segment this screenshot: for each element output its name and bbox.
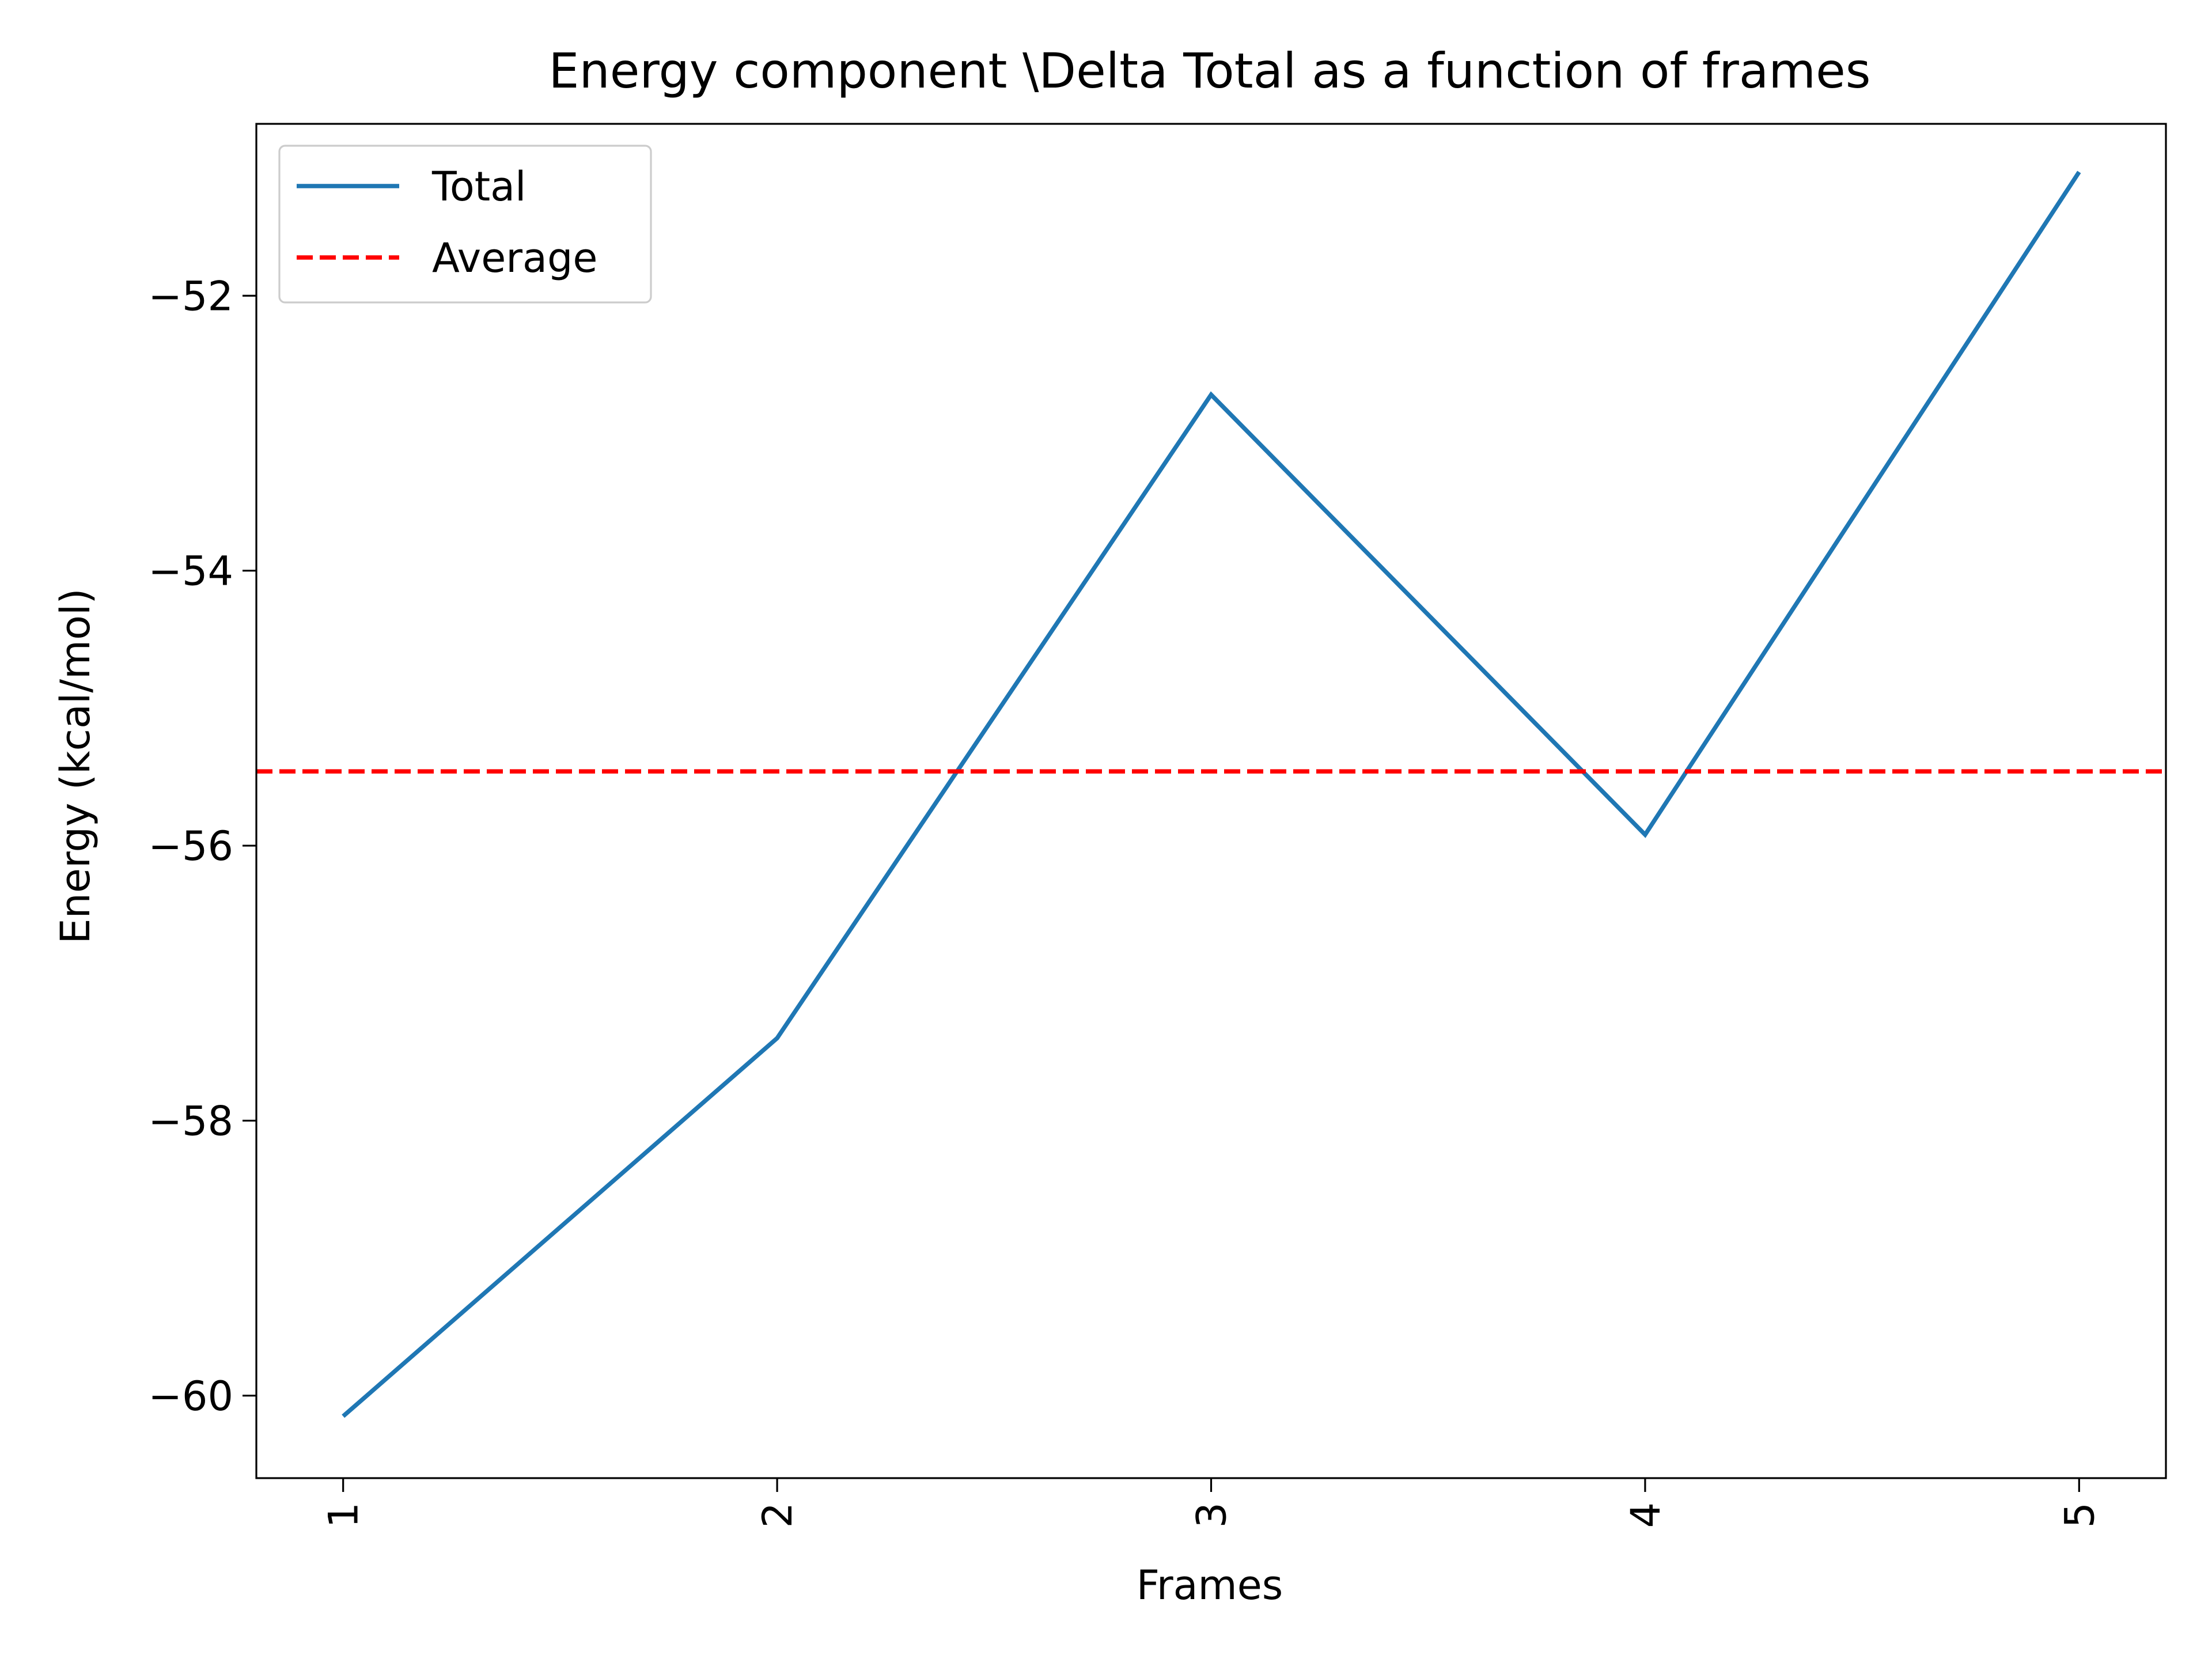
y-tick-label-1: −60 — [148, 1373, 233, 1420]
chart-title: Energy component \Delta Total as a funct… — [548, 43, 1870, 99]
x-tick-label-5: 5 — [2056, 1502, 2103, 1528]
series-line-total — [342, 171, 2081, 1418]
legend: Total Average — [278, 145, 652, 304]
x-tick-label-2: 2 — [754, 1502, 801, 1528]
y-tick-label-4: −54 — [148, 548, 233, 595]
x-axis-label: Frames — [1137, 1562, 1283, 1609]
legend-label-average: Average — [432, 234, 597, 282]
y-tick-label-5: −52 — [148, 272, 233, 320]
x-tick-label-4: 4 — [1622, 1502, 1669, 1528]
y-tick-label-2: −58 — [148, 1097, 233, 1145]
x-tick-label-1: 1 — [320, 1502, 368, 1528]
legend-label-total: Total — [431, 163, 526, 210]
y-tick-label-3: −56 — [148, 823, 233, 870]
series-group — [256, 171, 2166, 1418]
y-ticks: −60 −58 −56 −54 −52 — [148, 272, 256, 1420]
plot-area: 1 2 3 4 5 −60 −58 −56 −54 −52 — [148, 123, 2167, 1528]
x-tick-label-3: 3 — [1188, 1502, 1236, 1528]
y-axis-label: Energy (kcal/mol) — [52, 588, 99, 944]
x-ticks: 1 2 3 4 5 — [320, 1478, 2103, 1528]
